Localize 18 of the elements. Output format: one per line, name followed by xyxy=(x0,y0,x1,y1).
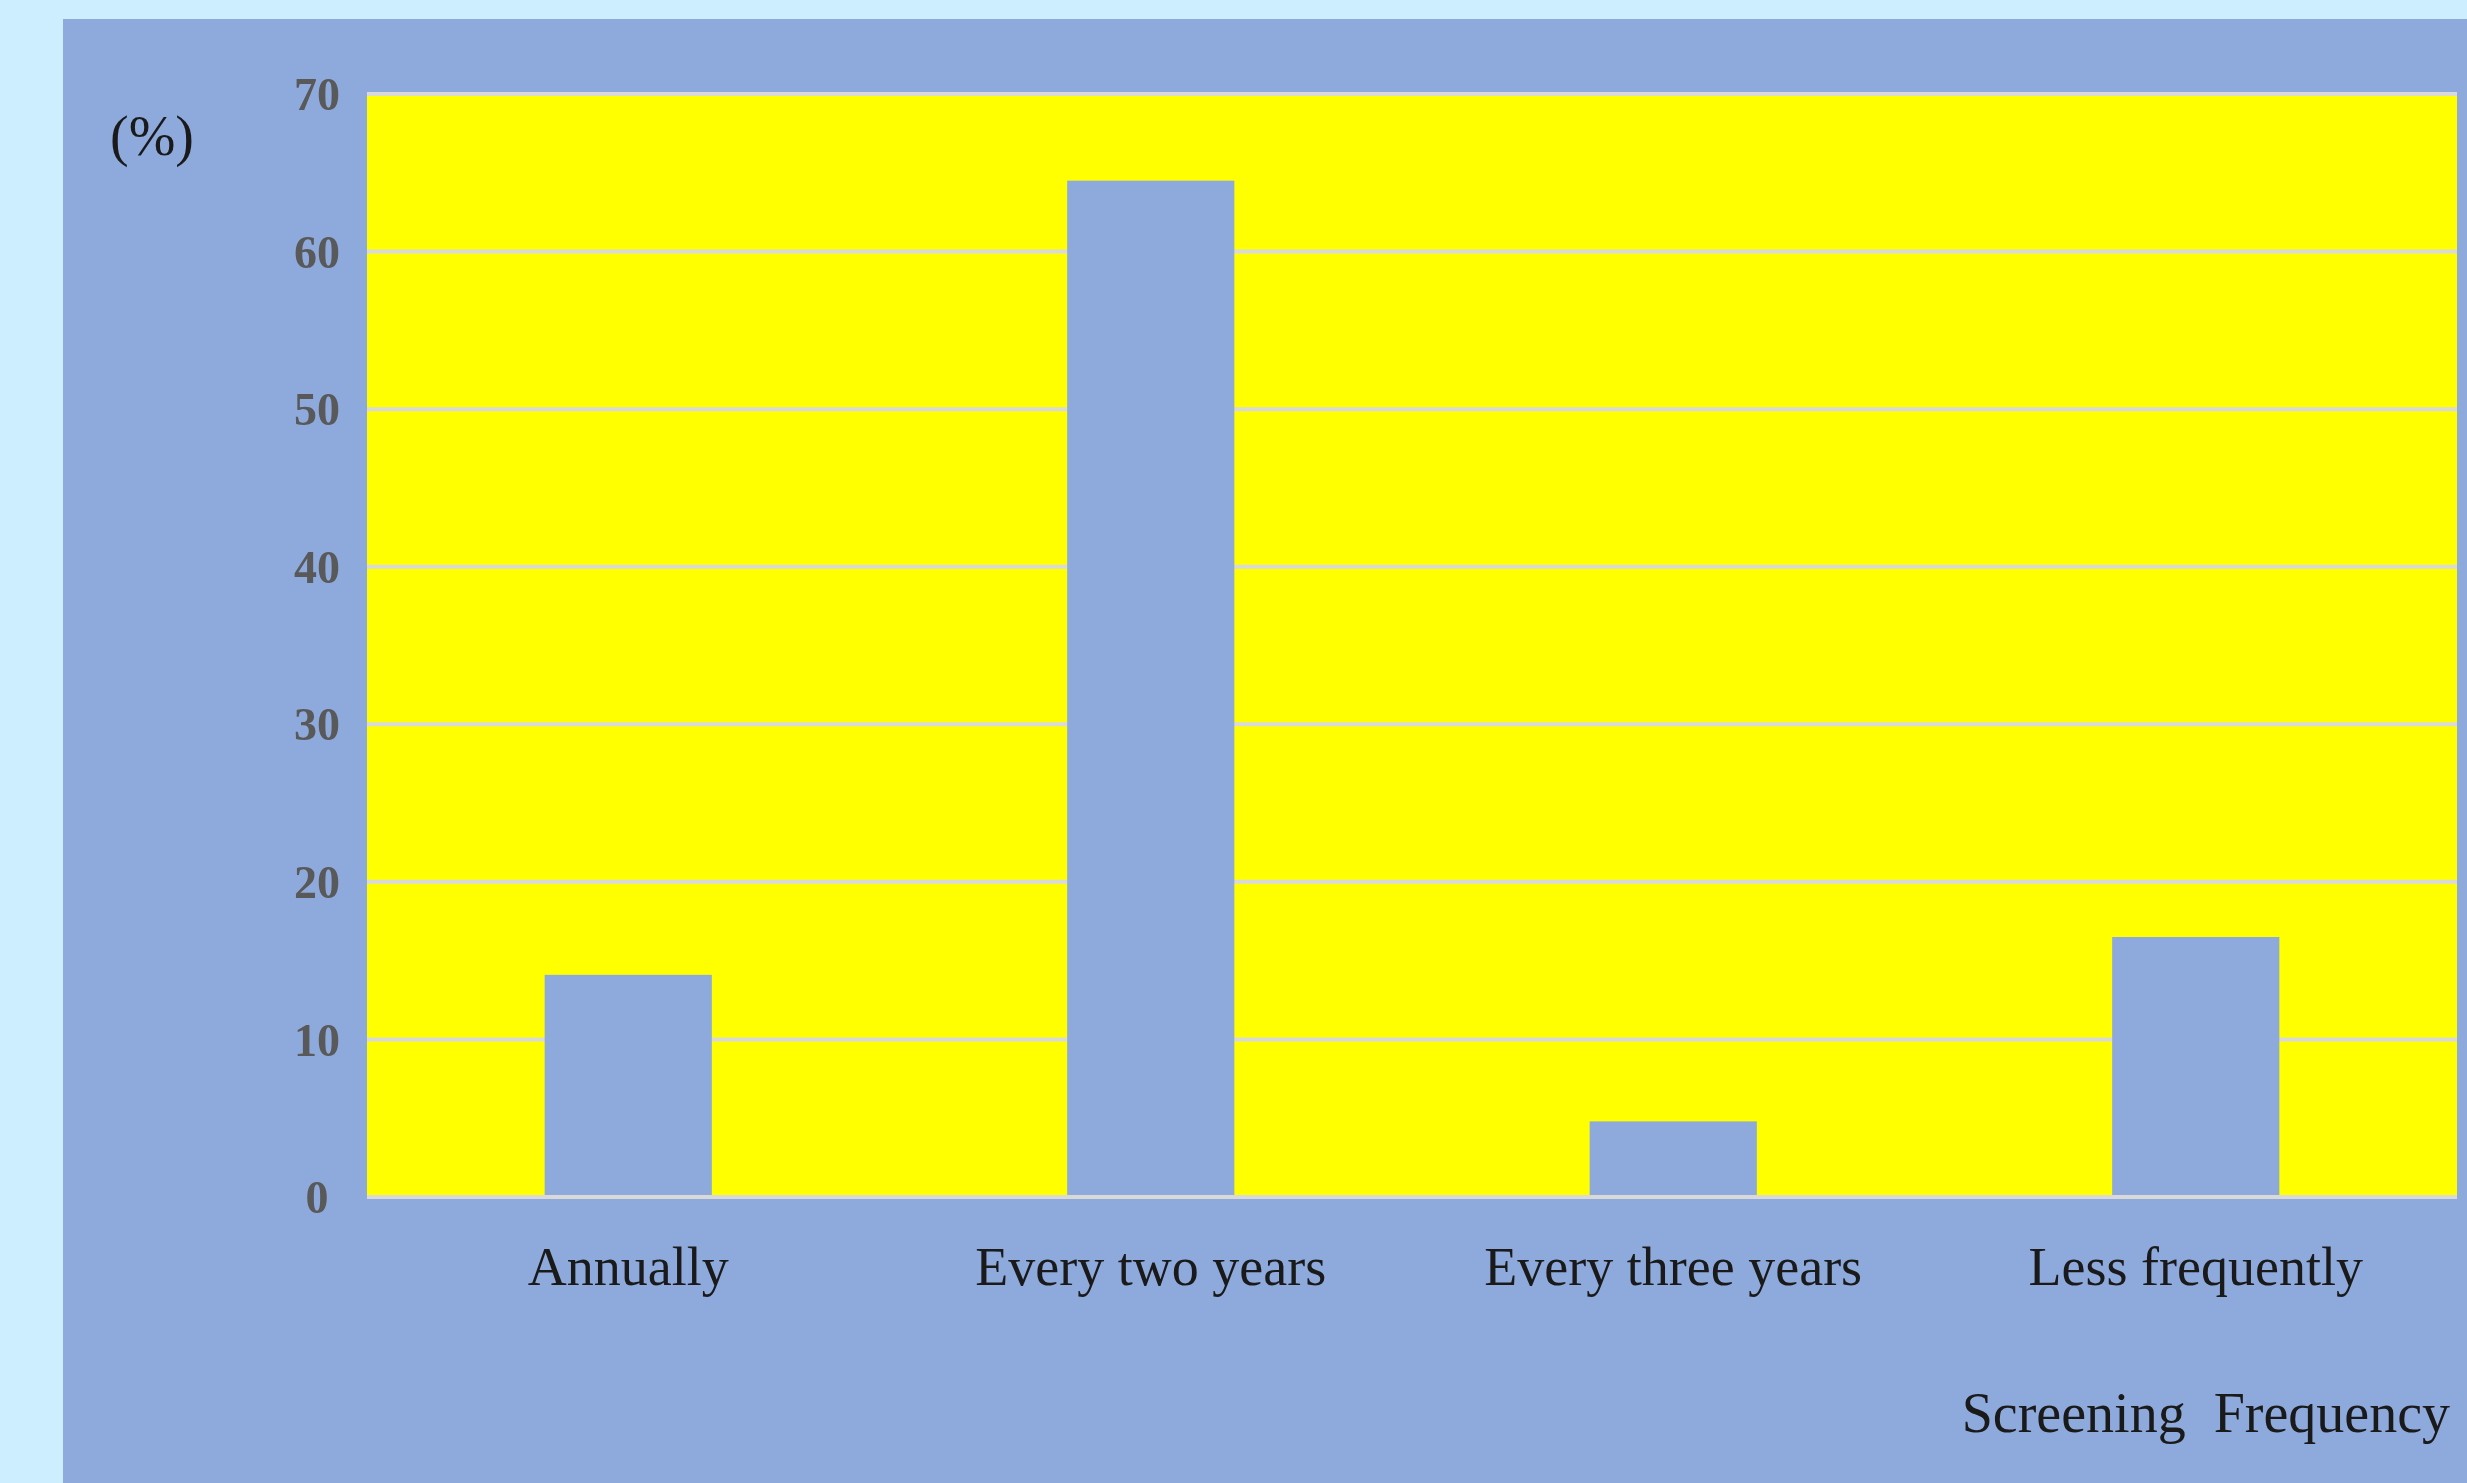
y-tick-label: 60 xyxy=(294,226,340,278)
y-axis-title: (%) xyxy=(110,105,194,168)
x-tick-label: Every two years xyxy=(975,1237,1327,1297)
x-tick-label: Every three years xyxy=(1484,1237,1863,1297)
bar xyxy=(1067,180,1235,1197)
x-tick-label: Annually xyxy=(527,1237,729,1297)
bar xyxy=(2112,937,2280,1197)
y-tick-label: 20 xyxy=(294,856,340,908)
bar xyxy=(1589,1121,1757,1197)
y-tick-label: 40 xyxy=(294,541,340,593)
y-tick-label: 50 xyxy=(294,384,340,436)
x-axis-title: Screening Frequency xyxy=(1961,1382,2450,1444)
y-tick-label: 30 xyxy=(294,699,340,751)
y-tick-label: 70 xyxy=(294,69,340,121)
bar xyxy=(544,974,712,1197)
x-tick-label: Less frequently xyxy=(2028,1237,2363,1297)
y-tick-label: 0 xyxy=(305,1172,329,1224)
y-tick-label: 10 xyxy=(294,1014,340,1066)
